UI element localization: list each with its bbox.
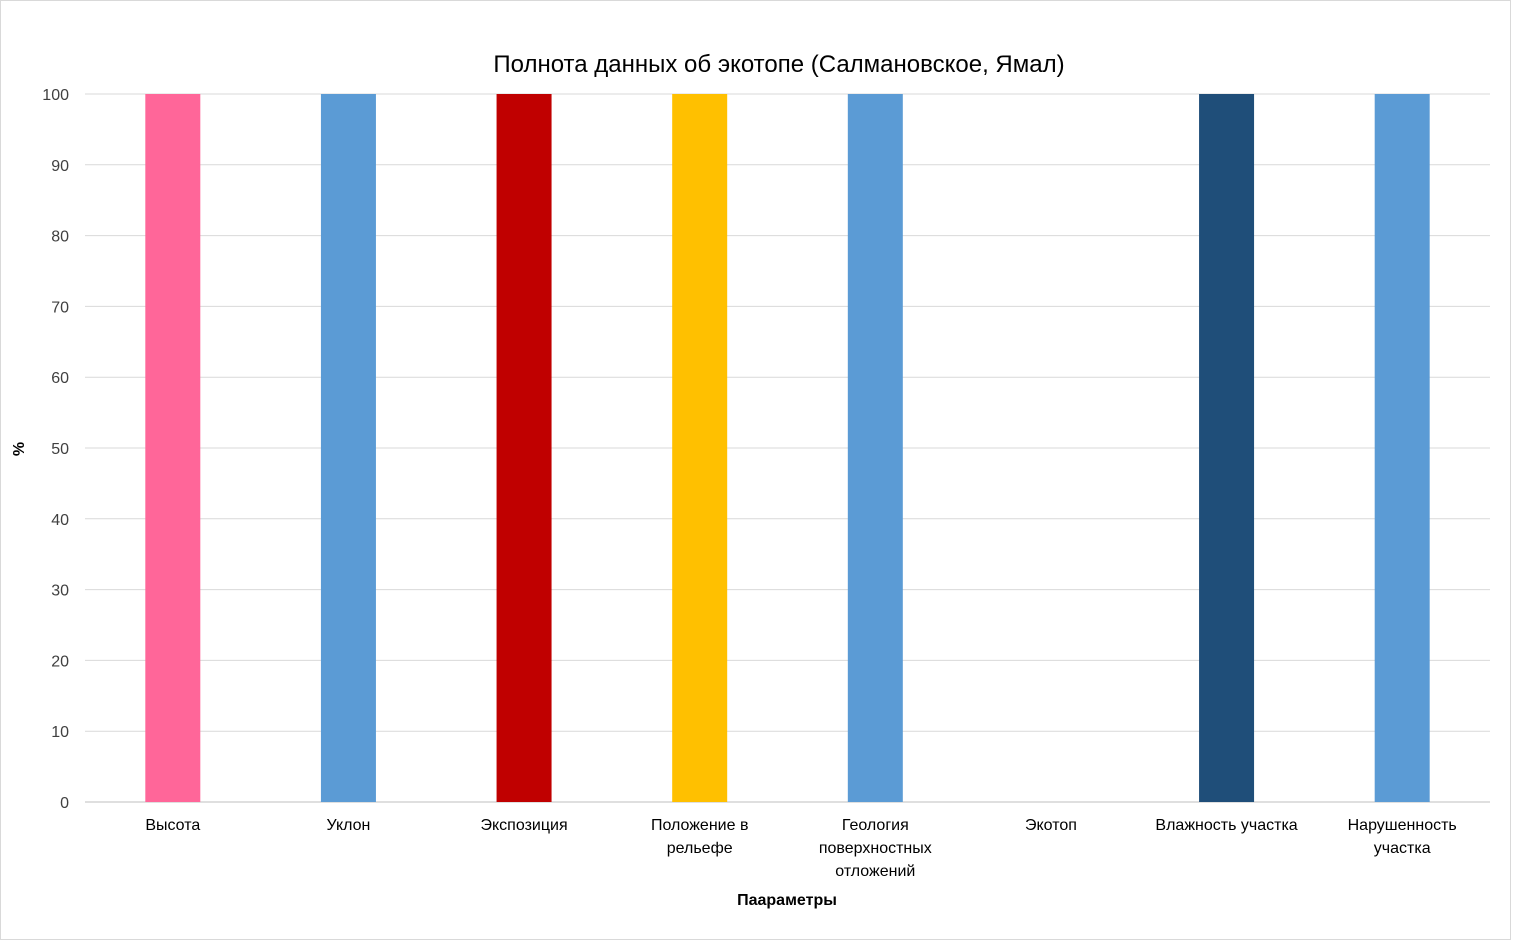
bar [1199,94,1255,802]
y-tick-label: 0 [60,795,69,812]
bar [1374,94,1430,802]
x-tick-label: Геология поверхностных отложений [818,817,932,880]
y-tick-label: 100 [42,87,69,104]
bar [145,94,201,802]
y-tick-label: 30 [51,583,69,600]
y-tick-label: 60 [51,370,69,387]
chart-title: Полнота данных об экотопе (Салмановское,… [493,51,1065,78]
y-tick-label: 50 [51,441,69,458]
x-tick-label: Уклон [326,817,371,834]
x-axis-title: Паараметры [737,892,837,909]
x-tick-label: Нарушенность участка [1347,817,1457,857]
bar [320,94,376,802]
y-tick-label: 70 [51,299,69,316]
x-tick-label: Экспозиция [480,817,568,834]
y-tick-label: 90 [51,158,69,175]
x-tick-label: Влажность участка [1155,817,1298,834]
bar [672,94,728,802]
x-tick-label: Высота [145,817,201,834]
bar [496,94,552,802]
y-tick-label: 40 [51,512,69,529]
x-tick-label: Положение в рельефе [650,817,749,857]
bar [847,94,903,802]
y-tick-label: 10 [51,724,69,741]
x-tick-label: Экотоп [1024,817,1077,834]
y-tick-label: 20 [51,653,69,670]
y-tick-label: 80 [51,229,69,246]
